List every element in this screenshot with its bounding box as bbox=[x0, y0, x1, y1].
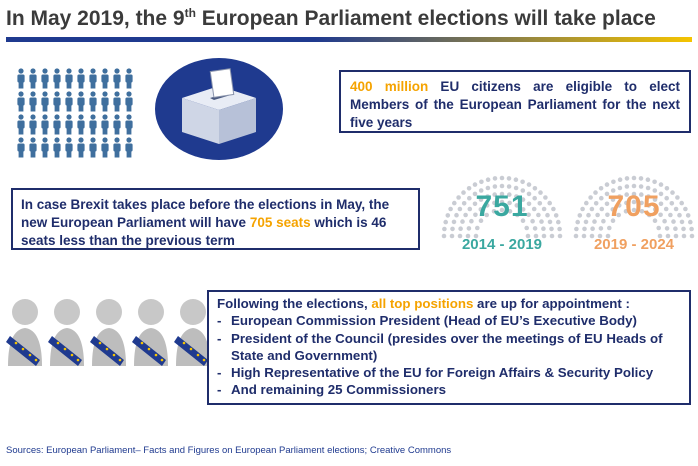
seat-count-highlight: 705 seats bbox=[249, 214, 311, 230]
citizens-info-box: 400 million EU citizens are eligible to … bbox=[339, 70, 691, 133]
brexit-text-pre: In case Brexit takes place before the el… bbox=[21, 197, 390, 230]
term-years: 2014 - 2019 bbox=[461, 236, 543, 253]
people-grid-icon bbox=[16, 68, 136, 160]
hemicycle-2014-2019: 751 2014 - 2019 bbox=[440, 174, 564, 262]
brexit-info-box: In case Brexit takes place before the el… bbox=[11, 188, 420, 250]
list-item: And remaining 25 Commissioners bbox=[217, 381, 681, 399]
list-item: President of the Council (presides over … bbox=[217, 330, 681, 365]
ballot-box-icon bbox=[152, 56, 286, 162]
citizens-text: EU citizens are eligible to elect Member… bbox=[350, 79, 680, 130]
hemicycle-seats-icon bbox=[441, 175, 563, 239]
title-underline bbox=[6, 37, 692, 42]
hemicycle-seats-icon bbox=[573, 175, 695, 239]
hemicycle-2019-2024: 705 2019 - 2024 bbox=[572, 174, 696, 262]
list-item: High Representative of the EU for Foreig… bbox=[217, 364, 681, 382]
seat-count: 705 bbox=[607, 190, 661, 223]
page-title: In May 2019, the 9th European Parliament… bbox=[6, 6, 656, 30]
official-with-sash-icon bbox=[174, 296, 212, 368]
officials-icons bbox=[6, 296, 210, 370]
official-with-sash-icon bbox=[132, 296, 170, 368]
official-with-sash-icon bbox=[48, 296, 86, 368]
official-with-sash-icon bbox=[90, 296, 128, 368]
list-item: European Commission President (Head of E… bbox=[217, 312, 681, 330]
positions-intro: Following the elections, all top positio… bbox=[217, 296, 630, 311]
brexit-text-post: which is 46 seats less than the previous… bbox=[21, 214, 387, 248]
seat-count: 751 bbox=[475, 190, 529, 223]
official-with-sash-icon bbox=[6, 296, 44, 368]
citizens-count: 400 million bbox=[350, 79, 429, 94]
term-years: 2019 - 2024 bbox=[593, 236, 675, 253]
source-note: Sources: European Parliament– Facts and … bbox=[6, 445, 452, 456]
positions-list: European Commission President (Head of E… bbox=[217, 312, 681, 399]
positions-info-box: Following the elections, all top positio… bbox=[207, 290, 691, 405]
